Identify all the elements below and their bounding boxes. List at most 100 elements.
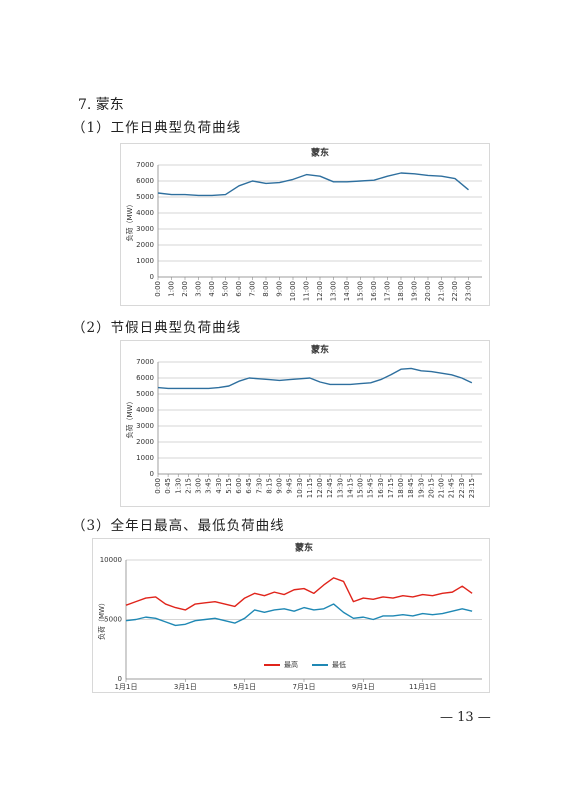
y-tick-label: 0 — [150, 273, 154, 281]
y-tick-label: 6000 — [136, 374, 154, 382]
x-tick-label: 18:45 — [407, 478, 415, 498]
x-tick-label: 14:15 — [346, 478, 354, 498]
x-tick-label: 18:00 — [397, 478, 405, 498]
x-tick-label: 14:00 — [343, 281, 351, 301]
x-tick-label: 22:00 — [451, 281, 459, 301]
x-tick-label: 2:00 — [181, 281, 189, 297]
y-tick-label: 6000 — [136, 177, 154, 185]
y-tick-label: 0 — [118, 675, 122, 683]
x-tick-label: 4:00 — [208, 281, 216, 297]
x-tick-label: 23:15 — [468, 478, 476, 498]
x-tick-label: 15:00 — [357, 281, 365, 301]
caption: （2）节假日典型负荷曲线 — [72, 320, 242, 336]
x-tick-label: 17:15 — [387, 478, 395, 498]
y-tick-label: 7000 — [136, 358, 154, 366]
x-tick-label: 11:00 — [303, 281, 311, 301]
x-tick-label: 4:30 — [215, 478, 223, 494]
x-tick-label: 9:45 — [286, 478, 294, 494]
chart-frame — [92, 538, 490, 693]
x-tick-label: 20:00 — [424, 281, 432, 301]
x-tick-label: 5:15 — [225, 478, 233, 494]
x-tick-label: 9:00 — [276, 478, 284, 494]
x-tick-label: 11月1日 — [409, 683, 436, 691]
x-tick-label: 7月1日 — [293, 683, 316, 691]
y-tick-label: 5000 — [136, 193, 154, 201]
x-tick-label: 6:00 — [235, 478, 243, 494]
x-tick-label: 5:00 — [222, 281, 230, 297]
caption: （3）全年日最高、最低负荷曲线 — [72, 518, 285, 534]
x-tick-label: 9:00 — [276, 281, 284, 297]
x-tick-label: 5月1日 — [233, 683, 256, 691]
y-axis-label: 负荷（MW） — [97, 599, 106, 640]
x-tick-label: 8:15 — [265, 478, 273, 494]
x-tick-label: 18:00 — [397, 281, 405, 301]
x-tick-label: 13:30 — [336, 478, 344, 498]
x-tick-label: 9月1日 — [352, 683, 375, 691]
y-tick-label: 1000 — [136, 257, 154, 265]
x-tick-label: 15:00 — [357, 478, 365, 498]
series-line — [157, 172, 469, 197]
chart-title: 蒙东 — [311, 344, 329, 356]
x-tick-label: 16:30 — [377, 478, 385, 498]
page-number: — 13 — — [440, 710, 491, 725]
x-tick-label: 22:30 — [458, 478, 466, 498]
legend-label: 最低 — [332, 660, 346, 669]
chart-title: 蒙东 — [295, 542, 313, 554]
x-tick-label: 10:30 — [296, 478, 304, 498]
x-tick-label: 15:45 — [367, 478, 375, 498]
y-tick-label: 4000 — [136, 209, 154, 217]
x-tick-label: 10:00 — [289, 281, 297, 301]
x-tick-label: 19:30 — [417, 478, 425, 498]
x-tick-label: 21:00 — [438, 281, 446, 301]
x-tick-label: 13:00 — [330, 281, 338, 301]
x-tick-label: 16:00 — [370, 281, 378, 301]
y-axis-label: 负荷（MW） — [125, 398, 134, 439]
y-tick-label: 3000 — [136, 225, 154, 233]
y-tick-label: 1000 — [136, 454, 154, 462]
x-tick-label: 20:15 — [427, 478, 435, 498]
x-tick-label: 7:30 — [255, 478, 263, 494]
x-tick-label: 7:00 — [249, 281, 257, 297]
y-axis-label: 负荷（MW） — [125, 201, 134, 242]
x-tick-label: 21:45 — [448, 478, 456, 498]
x-tick-label: 1:00 — [168, 281, 176, 297]
x-tick-label: 3:45 — [205, 478, 213, 494]
x-tick-label: 8:00 — [262, 281, 270, 297]
x-tick-label: 21:00 — [438, 478, 446, 498]
legend-label: 最高 — [284, 660, 298, 669]
x-tick-label: 12:00 — [316, 478, 324, 498]
x-tick-label: 0:45 — [164, 478, 172, 494]
x-tick-label: 17:00 — [384, 281, 392, 301]
x-tick-label: 1月1日 — [115, 683, 138, 691]
x-tick-label: 3月1日 — [174, 683, 197, 691]
x-tick-label: 3:00 — [195, 281, 203, 297]
x-tick-label: 19:00 — [411, 281, 419, 301]
x-tick-label: 0:00 — [154, 281, 162, 297]
x-tick-label: 3:00 — [195, 478, 203, 494]
series-line — [125, 603, 473, 627]
x-tick-label: 23:00 — [465, 281, 473, 301]
x-tick-label: 0:00 — [154, 478, 162, 494]
x-tick-label: 6:45 — [245, 478, 253, 494]
x-tick-label: 12:45 — [326, 478, 334, 498]
x-tick-label: 11:15 — [306, 478, 314, 498]
y-tick-label: 2000 — [136, 438, 154, 446]
chart-frame — [120, 340, 490, 507]
x-tick-label: 1:30 — [174, 478, 182, 494]
x-tick-label: 6:00 — [235, 281, 243, 297]
y-tick-label: 3000 — [136, 422, 154, 430]
series-line — [157, 367, 473, 390]
y-tick-label: 10000 — [100, 556, 122, 564]
caption: （1）工作日典型负荷曲线 — [72, 120, 242, 136]
y-tick-label: 2000 — [136, 241, 154, 249]
y-tick-label: 7000 — [136, 161, 154, 169]
chart-title: 蒙东 — [311, 147, 329, 159]
y-tick-label: 5000 — [104, 616, 122, 624]
x-tick-label: 12:00 — [316, 281, 324, 301]
y-tick-label: 5000 — [136, 390, 154, 398]
y-tick-label: 4000 — [136, 406, 154, 414]
